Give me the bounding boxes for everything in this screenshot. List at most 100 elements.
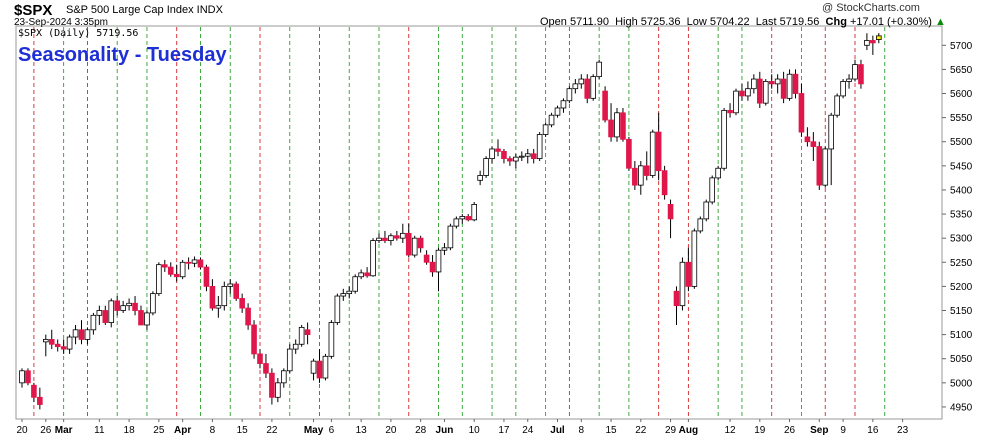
high-value: 5725.36 xyxy=(640,16,681,28)
y-axis: 4950 5000 5050 5100 5150 5200 5250 5300 5350 5400… xyxy=(942,41,973,413)
candle xyxy=(846,74,852,89)
candle xyxy=(679,257,686,311)
candle xyxy=(804,127,811,147)
candle xyxy=(584,74,591,104)
candle-body xyxy=(25,370,31,384)
candle-body xyxy=(495,148,501,152)
candle-body xyxy=(661,170,668,196)
candle-body xyxy=(197,259,204,268)
y-tick-label: 5650 xyxy=(950,65,973,76)
x-tick-label: 26 xyxy=(40,425,52,436)
candle xyxy=(328,320,335,359)
candle-body xyxy=(745,88,751,97)
candle xyxy=(643,151,650,181)
candle xyxy=(48,329,55,350)
candle xyxy=(477,170,483,186)
candle-body xyxy=(441,247,448,251)
candle-body xyxy=(251,324,257,355)
candle xyxy=(649,129,656,178)
candle xyxy=(144,310,150,330)
candle-body xyxy=(19,370,25,384)
candle xyxy=(394,230,400,241)
candle-body xyxy=(286,348,293,372)
x-tick-label: 15 xyxy=(237,425,249,436)
candle xyxy=(792,69,799,99)
candle-body xyxy=(233,283,240,299)
x-tick-label: Apr xyxy=(174,425,191,436)
candle-body xyxy=(513,156,519,162)
candle xyxy=(167,262,174,277)
brand-label: @ StockCharts.com xyxy=(822,2,920,14)
candle-body xyxy=(519,155,525,158)
candle-body xyxy=(554,107,561,116)
candle-body xyxy=(477,175,483,181)
candle xyxy=(822,146,829,188)
candle xyxy=(614,107,620,142)
candle xyxy=(340,288,347,301)
candle-body xyxy=(322,355,329,379)
candle xyxy=(536,132,543,162)
candle-body xyxy=(257,353,263,364)
candle xyxy=(376,233,382,243)
candle-body xyxy=(245,307,251,326)
candle xyxy=(739,83,745,101)
y-tick-label: 5400 xyxy=(950,185,973,196)
candle xyxy=(727,103,733,118)
candle-body xyxy=(275,382,281,398)
candle xyxy=(745,81,751,101)
candle-body xyxy=(804,136,811,143)
candle-body xyxy=(191,259,198,264)
candle-body xyxy=(138,310,144,326)
y-tick-label: 5550 xyxy=(950,113,973,124)
candle-body xyxy=(90,314,97,331)
candle xyxy=(673,286,680,325)
candles xyxy=(19,33,882,410)
candle xyxy=(298,324,305,347)
candle-body xyxy=(673,290,680,307)
candle-body xyxy=(173,273,180,278)
last-label: Last xyxy=(755,16,777,28)
candle xyxy=(370,238,376,277)
candle xyxy=(239,293,245,313)
x-tick-label: 20 xyxy=(385,425,397,436)
candle xyxy=(780,71,787,104)
candle-body xyxy=(774,78,781,85)
candle-body xyxy=(96,310,103,316)
low-label: Low xyxy=(686,16,707,28)
candle-body xyxy=(786,73,793,99)
candle-body xyxy=(298,326,305,345)
x-tick-label: 16 xyxy=(867,425,879,436)
y-tick-label: 5300 xyxy=(950,234,973,245)
candle xyxy=(364,267,370,278)
candle xyxy=(173,264,180,282)
candle-body xyxy=(429,261,436,273)
candle xyxy=(114,296,121,316)
candle xyxy=(84,327,91,345)
candle-body xyxy=(358,272,364,278)
candle-body xyxy=(685,261,692,287)
candle-body xyxy=(548,114,555,126)
candle-body xyxy=(43,339,49,343)
x-tick-label: 26 xyxy=(784,425,796,436)
candle-body xyxy=(376,237,382,241)
candle xyxy=(447,223,454,251)
candle-body xyxy=(709,177,715,203)
candle xyxy=(37,387,43,410)
candle-body xyxy=(269,372,275,398)
candle-body xyxy=(102,310,109,323)
candle xyxy=(768,74,775,89)
candle-body xyxy=(185,261,192,264)
candle xyxy=(513,153,519,169)
candle xyxy=(524,148,531,164)
candle-body xyxy=(632,167,638,186)
candle xyxy=(66,334,73,354)
candle xyxy=(578,74,585,89)
candle-body xyxy=(108,300,115,323)
candle-body xyxy=(649,131,656,176)
low-value: 5704.22 xyxy=(709,16,750,28)
candle-body xyxy=(715,167,721,179)
candle-body xyxy=(840,81,846,97)
x-tick-label: 12 xyxy=(724,425,736,436)
candle xyxy=(810,132,817,162)
y-tick-label: 4950 xyxy=(950,402,973,413)
